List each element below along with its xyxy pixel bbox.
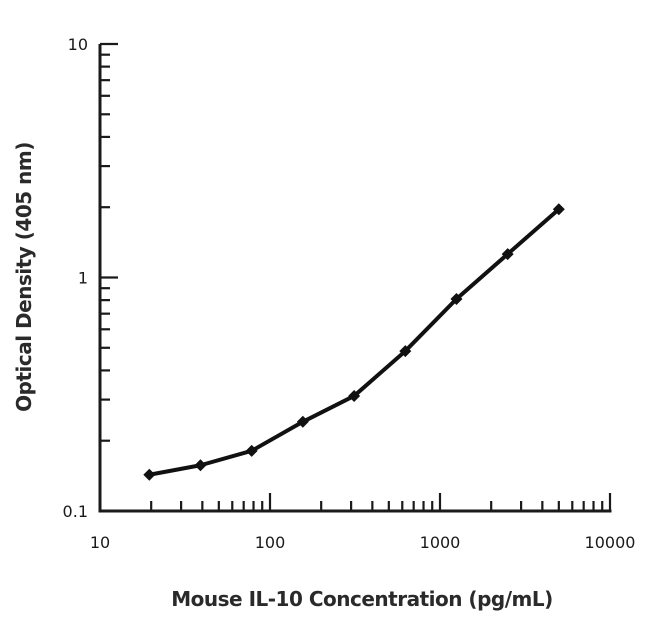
data-point-marker [450, 292, 463, 305]
data-point-marker [399, 345, 412, 358]
data-series [143, 203, 565, 481]
data-point-marker [245, 444, 258, 457]
y-axis-title: Optical Density (405 nm) [12, 142, 36, 412]
series-line [147, 207, 561, 477]
data-point-marker [552, 203, 565, 216]
data-point-marker [501, 248, 514, 261]
data-point-marker [348, 389, 361, 402]
data-point-marker [143, 468, 156, 481]
x-axis-title: Mouse IL-10 Concentration (pg/mL) [171, 587, 553, 611]
data-point-marker [296, 415, 309, 428]
x-tick-label: 1000 [420, 533, 461, 552]
y-tick-label: 0.1 [63, 502, 88, 521]
x-tick-label: 10 [90, 533, 110, 552]
tick-labels: 0.1 1 10 10 100 1000 10000 [63, 35, 636, 552]
y-tick-label: 10 [68, 35, 88, 54]
x-tick-label: 100 [255, 533, 286, 552]
axes [98, 42, 612, 513]
data-point-marker [194, 459, 207, 472]
y-tick-label: 1 [78, 269, 88, 288]
x-tick-label: 10000 [585, 533, 636, 552]
